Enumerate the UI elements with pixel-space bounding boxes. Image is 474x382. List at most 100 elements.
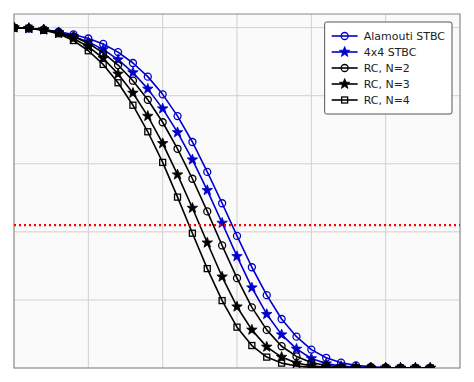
legend-label: RC, N=3 (364, 78, 410, 91)
point (291, 343, 301, 353)
point (351, 362, 361, 368)
point (175, 194, 181, 200)
point (157, 138, 167, 148)
point (308, 364, 314, 368)
point (128, 67, 138, 77)
x-grid-line (311, 14, 312, 368)
series-line (14, 28, 430, 368)
point (293, 333, 300, 340)
point (56, 31, 62, 37)
x-grid-line (88, 14, 89, 368)
point (278, 343, 285, 350)
point (234, 275, 241, 282)
point (204, 208, 211, 215)
legend-label: RC, N=4 (364, 94, 410, 107)
point (129, 77, 136, 84)
point (204, 168, 211, 175)
point (85, 48, 91, 54)
point (144, 96, 151, 103)
point (234, 324, 240, 330)
point (219, 298, 225, 304)
point (425, 363, 435, 369)
point (187, 203, 197, 213)
point (248, 264, 255, 271)
point (410, 363, 420, 369)
series (14, 22, 436, 368)
point (159, 91, 166, 98)
point (263, 292, 270, 299)
point (189, 230, 195, 236)
point (353, 365, 359, 368)
point (368, 365, 374, 368)
point (412, 365, 418, 368)
legend-item: RC, N=3 (332, 78, 410, 91)
point (189, 175, 196, 182)
legend-marker (341, 33, 348, 40)
point (157, 103, 167, 113)
point (217, 271, 227, 281)
legend-item: Alamouti STBC (332, 30, 446, 43)
series-line (14, 28, 430, 368)
point (410, 363, 420, 369)
point (395, 363, 405, 369)
point (159, 119, 166, 126)
point (366, 362, 376, 368)
point (278, 315, 285, 322)
legend-marker (339, 47, 349, 57)
data (14, 22, 460, 368)
legend-item: RC, N=4 (332, 94, 410, 107)
point (144, 73, 151, 80)
point (383, 365, 389, 368)
point (143, 83, 153, 93)
legend-swatch (332, 99, 358, 101)
point (366, 362, 376, 368)
point (219, 242, 226, 249)
legend-item: 4x4 STBC (332, 46, 417, 59)
point (187, 154, 197, 164)
point (83, 41, 93, 51)
legend-marker (341, 65, 348, 72)
point (395, 362, 405, 368)
point (263, 326, 270, 333)
point (130, 102, 136, 108)
point (279, 360, 285, 366)
legend-item: RC, N=2 (332, 62, 410, 75)
point (264, 354, 270, 360)
legend-label: Alamouti STBC (364, 30, 446, 43)
legend-marker (342, 97, 348, 103)
point (338, 365, 344, 368)
legend-swatch (332, 35, 358, 37)
point (172, 127, 182, 137)
point (234, 232, 241, 239)
point (249, 343, 255, 349)
reference-line (14, 224, 460, 226)
x-grid-line (237, 14, 238, 368)
point (262, 341, 272, 351)
point (380, 362, 390, 368)
point (26, 25, 32, 31)
series-line (14, 28, 430, 368)
legend-marker (339, 79, 349, 89)
point (425, 363, 435, 369)
point (427, 365, 433, 368)
point (189, 138, 196, 145)
legend-label: 4x4 STBC (364, 46, 417, 59)
point (293, 363, 299, 368)
grid (14, 14, 460, 368)
point (129, 60, 136, 67)
point (247, 282, 257, 292)
point (14, 25, 17, 31)
point (70, 38, 76, 44)
point (262, 309, 272, 319)
point (172, 169, 182, 179)
point (204, 266, 210, 272)
series (14, 22, 436, 368)
point (160, 159, 166, 165)
point (202, 237, 212, 247)
point (247, 324, 257, 334)
plot-frame (14, 14, 460, 368)
point (174, 145, 181, 152)
point (323, 365, 329, 368)
legend-swatch (332, 67, 358, 69)
point (145, 129, 151, 135)
